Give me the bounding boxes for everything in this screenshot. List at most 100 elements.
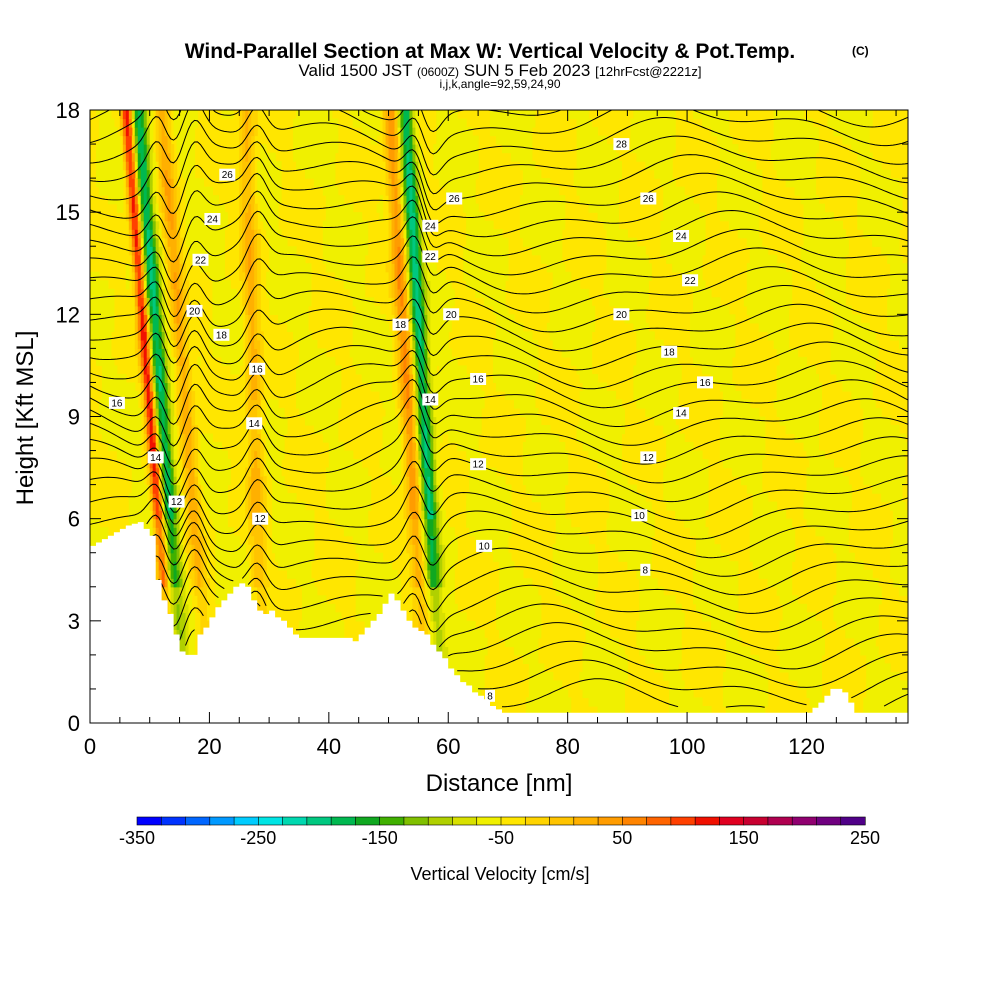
- velocity-cell: [230, 535, 234, 545]
- velocity-cell: [260, 152, 264, 162]
- velocity-cell: [107, 118, 112, 128]
- velocity-cell: [361, 612, 366, 622]
- velocity-cell: [415, 433, 419, 443]
- velocity-cell: [269, 186, 273, 196]
- velocity-cell: [325, 629, 330, 639]
- velocity-cell: [239, 127, 243, 137]
- velocity-cell: [376, 356, 381, 367]
- velocity-cell: [415, 305, 419, 315]
- velocity-cell: [409, 356, 414, 367]
- velocity-cell: [242, 169, 246, 179]
- velocity-cell: [397, 305, 402, 315]
- velocity-cell: [412, 288, 417, 298]
- velocity-cell: [245, 186, 249, 196]
- velocity-cell: [170, 416, 175, 426]
- velocity-cell: [367, 373, 372, 384]
- velocity-cell: [218, 348, 222, 358]
- velocity-cell: [164, 305, 169, 315]
- velocity-cell: [116, 178, 121, 188]
- velocity-cell: [382, 110, 387, 120]
- velocity-cell: [424, 518, 428, 528]
- velocity-cell: [143, 161, 148, 171]
- velocity-cell: [391, 161, 396, 171]
- velocity-cell: [125, 416, 130, 426]
- velocity-cell: [185, 161, 190, 171]
- velocity-cell: [191, 484, 196, 494]
- velocity-cell: [248, 271, 252, 281]
- velocity-cell: [137, 433, 142, 443]
- velocity-cell: [158, 407, 163, 418]
- velocity-cell: [188, 382, 193, 392]
- velocity-cell: [349, 263, 354, 273]
- velocity-cell: [290, 535, 294, 545]
- velocity-cell: [325, 212, 330, 222]
- velocity-cell: [251, 161, 255, 171]
- velocity-cell: [424, 263, 428, 273]
- velocity-cell: [316, 348, 321, 358]
- velocity-cell: [403, 297, 408, 307]
- velocity-cell: [412, 348, 417, 358]
- velocity-cell: [200, 186, 205, 196]
- velocity-cell: [212, 518, 216, 528]
- velocity-cell: [146, 220, 151, 230]
- velocity-cell: [221, 339, 225, 349]
- velocity-cell: [161, 535, 166, 545]
- velocity-cell: [397, 331, 402, 341]
- velocity-cell: [436, 433, 440, 443]
- velocity-cell: [331, 186, 336, 196]
- velocity-cell: [182, 612, 187, 622]
- velocity-cell: [367, 569, 372, 579]
- velocity-cell: [104, 399, 109, 409]
- velocity-cell: [287, 322, 291, 332]
- velocity-cell: [349, 527, 354, 537]
- velocity-cell: [90, 305, 94, 315]
- velocity-cell: [373, 595, 378, 605]
- velocity-cell: [125, 280, 130, 290]
- velocity-cell: [275, 246, 279, 256]
- velocity-cell: [430, 544, 434, 554]
- velocity-cell: [176, 586, 181, 596]
- velocity-cell: [233, 288, 237, 298]
- velocity-cell: [436, 280, 440, 290]
- velocity-cell: [251, 527, 255, 537]
- velocity-cell: [185, 237, 190, 247]
- velocity-cell: [430, 365, 434, 375]
- velocity-cell: [295, 135, 300, 145]
- velocity-cell: [278, 407, 282, 418]
- velocity-cell: [110, 433, 115, 443]
- velocity-cell: [406, 339, 411, 349]
- velocity-cell: [430, 595, 434, 605]
- velocity-cell: [191, 552, 196, 562]
- velocity-cell: [430, 339, 434, 349]
- velocity-cell: [319, 178, 324, 188]
- velocity-cell: [361, 373, 366, 384]
- velocity-cell: [379, 603, 384, 613]
- velocity-cell: [281, 425, 285, 435]
- velocity-cell: [415, 288, 419, 298]
- velocity-cell: [98, 161, 103, 171]
- velocity-cell: [376, 110, 381, 120]
- velocity-cell: [242, 161, 246, 171]
- velocity-cell: [379, 195, 384, 205]
- velocity-cell: [301, 561, 306, 571]
- velocity-cell: [263, 493, 267, 503]
- velocity-cell: [200, 442, 205, 452]
- velocity-cell: [230, 314, 234, 324]
- velocity-cell: [98, 425, 103, 435]
- velocity-cell: [352, 527, 357, 537]
- velocity-cell: [170, 246, 175, 256]
- velocity-cell: [257, 229, 261, 239]
- velocity-cell: [218, 246, 222, 256]
- velocity-cell: [400, 127, 405, 137]
- velocity-cell: [206, 433, 211, 443]
- velocity-cell: [173, 348, 178, 358]
- velocity-cell: [188, 450, 193, 460]
- velocity-cell: [307, 152, 312, 162]
- velocity-cell: [215, 493, 219, 503]
- velocity-cell: [400, 280, 405, 290]
- velocity-cell: [167, 382, 172, 392]
- velocity-cell: [436, 135, 440, 145]
- velocity-cell: [107, 433, 112, 443]
- velocity-cell: [152, 331, 157, 341]
- velocity-cell: [415, 203, 419, 213]
